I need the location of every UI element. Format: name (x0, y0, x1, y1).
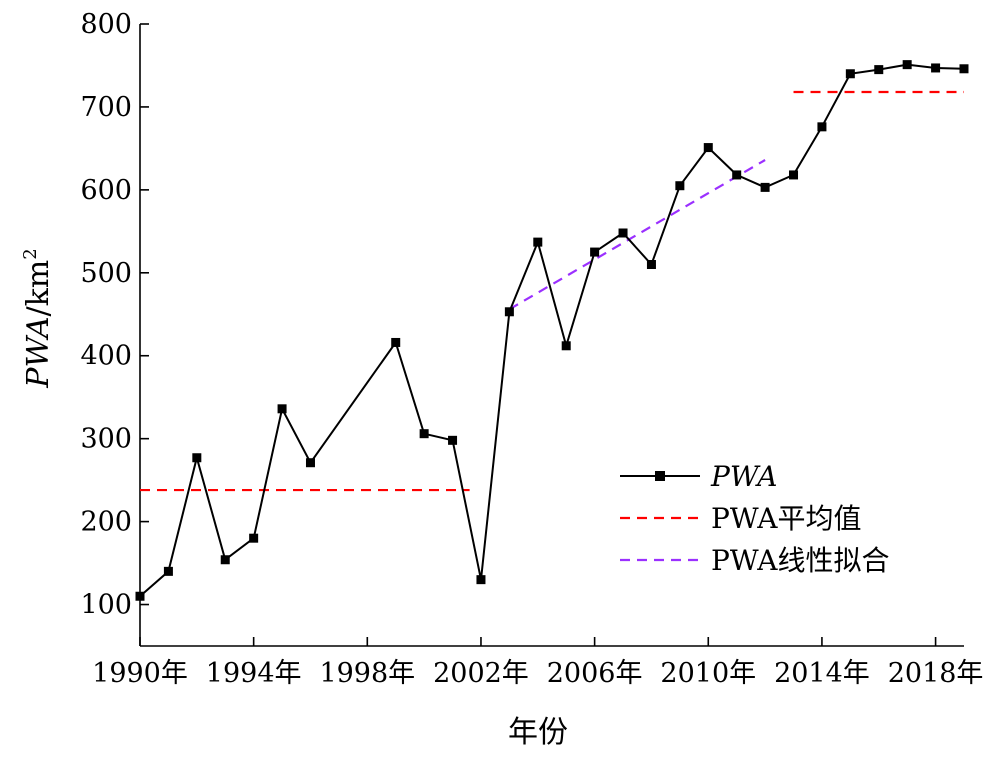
pwa-data-point (732, 170, 742, 180)
x-tick-label: 1990年 (92, 658, 188, 689)
x-axis-title: 年份 (508, 715, 568, 750)
x-tick-label: 2010年 (660, 658, 756, 689)
legend-item-pwa: PWA (620, 460, 777, 493)
y-axis-title-main: PWA (21, 316, 56, 388)
y-tick-label: 400 (80, 341, 132, 372)
pwa-data-point (391, 337, 401, 347)
pwa-data-point (448, 435, 458, 445)
pwa-data-point (476, 575, 486, 585)
x-tick-label: 2002年 (433, 658, 529, 689)
x-tick-label: 2014年 (774, 658, 870, 689)
x-tick-label: 2018年 (888, 658, 984, 689)
legend-label-pwa: PWA (710, 460, 777, 493)
pwa-data-point (675, 181, 685, 191)
pwa-data-point (277, 404, 287, 414)
y-axis-title-unit: /km (21, 260, 56, 317)
pwa-data-point (419, 429, 429, 439)
y-axis-title: PWA/km2 (20, 248, 56, 388)
pwa-data-point (789, 170, 799, 180)
y-axis-title-superscript: 2 (20, 248, 41, 259)
pwa-data-point (931, 63, 941, 73)
pwa-data-point (163, 566, 173, 576)
y-tick-label: 300 (80, 424, 132, 455)
series-layer (135, 60, 969, 601)
pwa-data-point (817, 122, 827, 132)
legend-swatch-pwa-marker (655, 471, 665, 481)
legend-item-linear-fit: PWA线性拟合 (620, 544, 889, 577)
legend: PWA PWA平均值 PWA线性拟合 (620, 460, 889, 577)
pwa-data-point (590, 247, 600, 257)
pwa-data-point (760, 182, 770, 192)
y-tick-label: 800 (80, 9, 132, 40)
pwa-data-point (249, 533, 259, 543)
y-tick-label: 700 (80, 92, 132, 123)
pwa-data-point (703, 143, 713, 153)
pwa-series-line (139, 63, 965, 597)
y-tick-label: 100 (80, 590, 132, 621)
pwa-data-point (220, 555, 230, 565)
legend-label-linear-fit: PWA线性拟合 (711, 544, 889, 577)
x-tick-label: 2006年 (547, 658, 643, 689)
x-axis-ticks: 1990年 1994年 1998年 2002年 2006年 2010年 2014年 2018年 (92, 637, 983, 689)
x-tick-label: 1994年 (206, 658, 302, 689)
pwa-data-point (845, 69, 855, 79)
pwa-data-point (504, 307, 514, 317)
pwa-data-point (902, 60, 912, 70)
y-tick-label: 200 (80, 507, 132, 538)
pwa-data-point (646, 260, 656, 270)
pwa-data-point (192, 453, 202, 463)
legend-label-mean: PWA平均值 (711, 502, 861, 535)
pwa-data-point (874, 65, 884, 75)
pwa-data-point (618, 228, 628, 238)
y-tick-label: 600 (80, 175, 132, 206)
y-tick-label: 500 (80, 258, 132, 289)
x-tick-label: 1998年 (319, 658, 415, 689)
y-axis-ticks: 100 200 300 400 500 600 700 800 (80, 9, 149, 621)
linear-fit-line (508, 159, 766, 311)
pwa-data-point (305, 458, 315, 468)
pwa-data-point (959, 64, 969, 74)
legend-item-mean: PWA平均值 (620, 502, 861, 535)
pwa-data-point (561, 341, 571, 351)
axes (139, 24, 964, 647)
pwa-data-point (533, 237, 543, 247)
pwa-data-point (135, 591, 145, 601)
